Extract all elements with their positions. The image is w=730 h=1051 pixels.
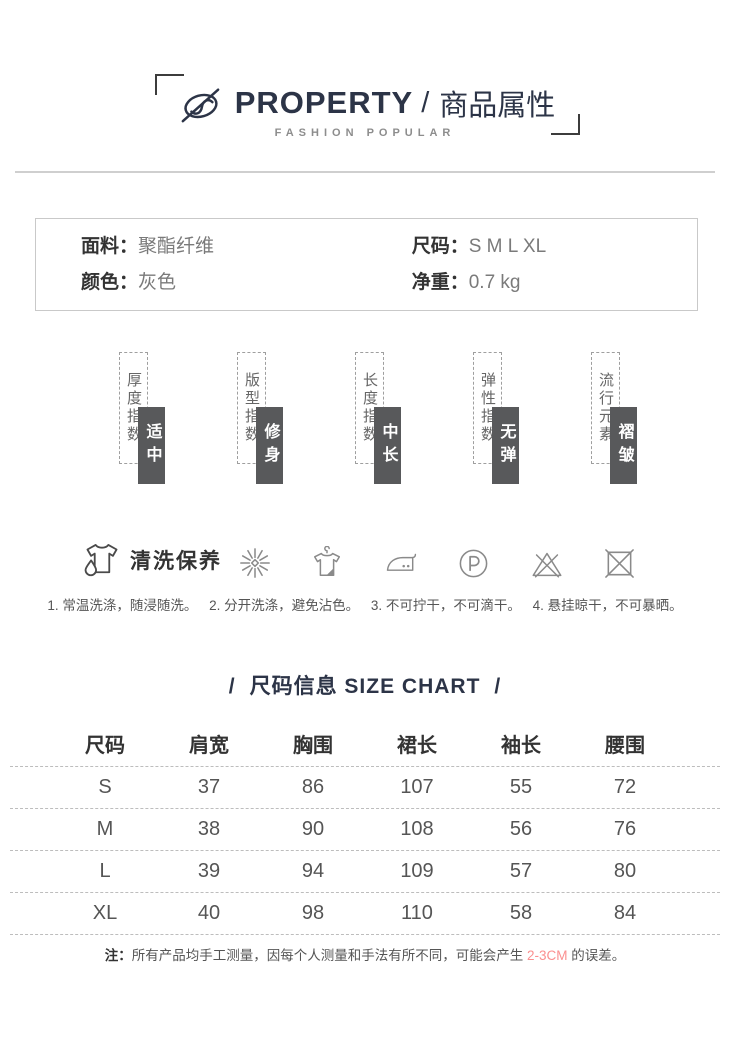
sun-dry-icon — [240, 548, 270, 578]
care-instructions: 1. 常温洗涤，随浸随洗。 2. 分开洗涤，避免沾色。 3. 不可拧干，不可滴干… — [0, 594, 730, 614]
indicator-thickness: 厚度指数 适中 — [119, 352, 165, 484]
size-table-header: 尺码 肩宽 胸围 裙长 袖长 腰围 — [10, 726, 720, 767]
note-prefix: 注： — [104, 948, 132, 963]
care-title: 清洗保养 — [130, 549, 222, 573]
care-instruction-1: 1. 常温洗涤，随浸随洗。 — [47, 598, 198, 613]
table-row-s: S 37 86 107 55 72 — [10, 767, 720, 809]
indicator-fit: 版型指数 修身 — [237, 352, 283, 484]
indicator-value-box: 无弹 — [492, 407, 519, 484]
hand-wash-shirt-icon — [314, 546, 341, 577]
slashed-ellipse-icon — [181, 88, 220, 123]
care-header: 清洗保养 — [82, 541, 222, 578]
indicator-value-box: 适中 — [138, 407, 165, 484]
no-bleach-icon — [532, 552, 562, 578]
col-sleeve-length: 袖长 — [501, 735, 541, 757]
slash-left: / — [228, 675, 236, 698]
care-instruction-4: 4. 悬挂晾干，不可暴晒。 — [532, 598, 683, 613]
measurement-note: 注：所有产品均手工测量，因每个人测量和手法有所不同，可能会产生 2-3CM 的误… — [0, 944, 730, 964]
property-size: 尺码：S M L XL — [411, 235, 547, 257]
care-icon-row — [238, 543, 636, 583]
iron-icon — [386, 553, 416, 571]
size-chart-title: / 尺码信息 SIZE CHART / — [228, 675, 502, 698]
note-text-before: 所有产品均手工测量，因每个人测量和手法有所不同，可能会产生 — [131, 948, 527, 963]
col-waist: 腰围 — [605, 735, 645, 757]
indicator-value-box: 修身 — [256, 407, 283, 484]
care-instruction-2: 2. 分开洗涤，避免沾色。 — [209, 598, 360, 613]
corner-bracket-bottom-right — [551, 114, 580, 135]
page-subtitle: FASHION POPULAR — [274, 127, 456, 139]
table-row-xl: XL 40 98 110 58 84 — [10, 893, 720, 935]
note-highlight: 2-3CM — [526, 948, 568, 963]
indicator-value-box: 中长 — [374, 407, 401, 484]
note-text-after: 的误差。 — [567, 948, 626, 963]
header-divider — [15, 171, 715, 173]
property-color: 颜色：灰色 — [81, 271, 177, 293]
size-table: 尺码 肩宽 胸围 裙长 袖长 腰围 S 37 86 107 55 72 M 38… — [10, 726, 720, 935]
indicator-trend: 流行元素 褶皱 — [591, 352, 637, 484]
col-bust: 胸围 — [293, 735, 333, 757]
table-row-m: M 38 90 108 56 76 — [10, 809, 720, 851]
page-title: PROPERTY — [234, 85, 414, 120]
col-skirt-length: 裙长 — [397, 735, 437, 757]
indicator-length: 长度指数 中长 — [355, 352, 401, 484]
corner-bracket-top-left — [155, 74, 184, 95]
indicator-row: 厚度指数 适中 版型指数 修身 长度指数 中长 弹性指数 无弹 流行元素 褶皱 — [13, 352, 730, 484]
table-row-l: L 39 94 109 57 80 — [10, 851, 720, 893]
slash-right: / — [494, 675, 502, 698]
no-tumble-dry-icon — [605, 548, 634, 578]
page-title-zh: 商品属性 — [439, 90, 556, 122]
property-box: 面料：聚酯纤维 颜色：灰色 尺码：S M L XL 净重：0.7 kg — [35, 218, 698, 311]
property-weight: 净重：0.7 kg — [411, 271, 521, 293]
dry-clean-p-icon — [459, 549, 488, 577]
property-fabric: 面料：聚酯纤维 — [81, 235, 215, 257]
wash-shirt-droplet-icon — [84, 544, 118, 577]
col-size: 尺码 — [85, 735, 125, 757]
care-instruction-3: 3. 不可拧干，不可滴干。 — [370, 598, 521, 613]
section-header: PROPERTY / 商品属性 — [0, 80, 730, 126]
indicator-elasticity: 弹性指数 无弹 — [473, 352, 519, 484]
col-shoulder: 肩宽 — [189, 735, 229, 757]
indicator-value-box: 褶皱 — [610, 407, 637, 484]
title-separator: / — [421, 86, 430, 119]
